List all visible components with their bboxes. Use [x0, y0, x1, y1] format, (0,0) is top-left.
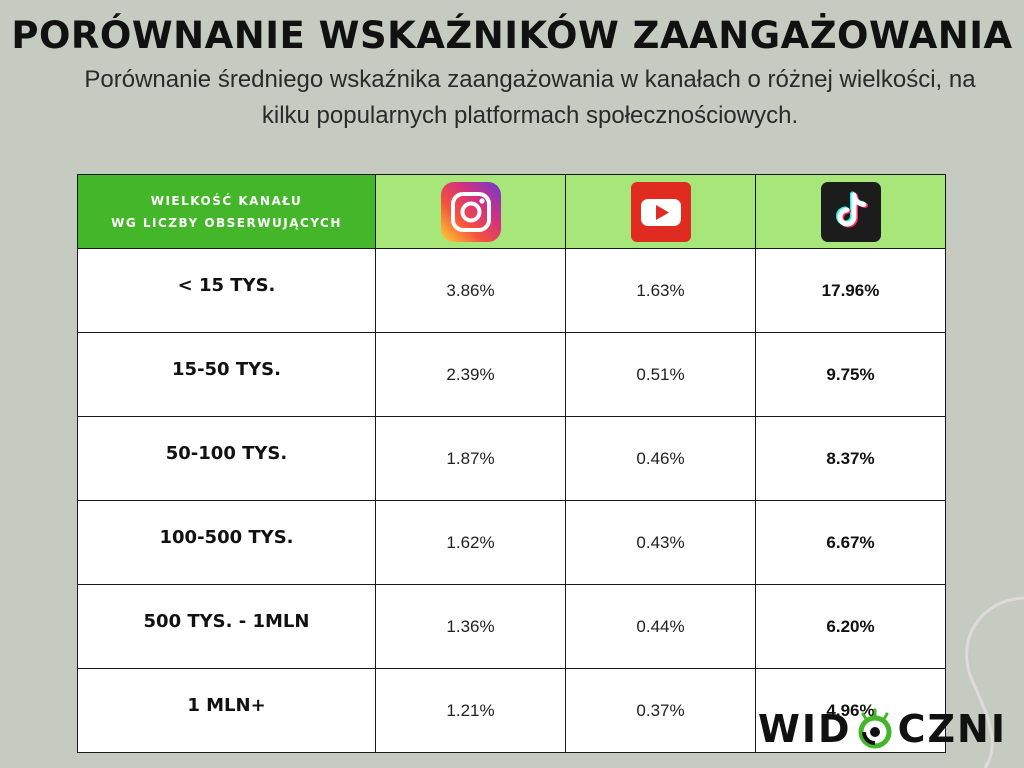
- table-row: < 15 tys. 3.86% 1.63% 17.96%: [77, 248, 946, 333]
- logo-text-left: WID: [758, 707, 852, 751]
- table-row: 500 tys. - 1mln 1.36% 0.44% 6.20%: [77, 584, 946, 669]
- tiktok-rate: 9.75%: [755, 332, 946, 417]
- tiktok-icon: [820, 181, 881, 242]
- instagram-rate: 1.36%: [375, 584, 566, 669]
- youtube-rate: 0.44%: [565, 584, 756, 669]
- engagement-table: Wielkość kanału wg liczby obserwujących: [77, 174, 946, 753]
- channel-size-header-line1: Wielkość kanału: [150, 193, 303, 208]
- row-label: 50-100 tys.: [77, 416, 376, 501]
- instagram-icon: [440, 181, 501, 242]
- youtube-rate: 0.43%: [565, 500, 756, 585]
- instagram-rate: 1.87%: [375, 416, 566, 501]
- platform-header-tiktok: [755, 174, 946, 249]
- tiktok-rate: 17.96%: [755, 248, 946, 333]
- row-label: < 15 tys.: [77, 248, 376, 333]
- table-row: 50-100 tys. 1.87% 0.46% 8.37%: [77, 416, 946, 501]
- instagram-rate: 1.62%: [375, 500, 566, 585]
- tiktok-rate: 6.67%: [755, 500, 946, 585]
- logo-text-right: CZNI: [897, 707, 1007, 751]
- youtube-icon: [630, 181, 691, 242]
- instagram-rate: 3.86%: [375, 248, 566, 333]
- table-row: 1 mln+ 1.21% 0.37% 4.96%: [77, 668, 946, 753]
- row-label: 100-500 tys.: [77, 500, 376, 585]
- page-subtitle: Porównanie średniego wskaźnika zaangażow…: [84, 66, 976, 129]
- eye-logo-icon: [858, 708, 892, 749]
- youtube-rate: 0.46%: [565, 416, 756, 501]
- row-label: 500 tys. - 1mln: [77, 584, 376, 669]
- channel-size-header: Wielkość kanału wg liczby obserwujących: [77, 174, 376, 249]
- youtube-rate: 1.63%: [565, 248, 756, 333]
- tiktok-rate: 8.37%: [755, 416, 946, 501]
- table-row: 100-500 tys. 1.62% 0.43% 6.67%: [77, 500, 946, 585]
- platform-header-youtube: [565, 174, 756, 249]
- instagram-rate: 1.21%: [375, 668, 566, 753]
- tiktok-rate: 6.20%: [755, 584, 946, 669]
- youtube-rate: 0.51%: [565, 332, 756, 417]
- table-header-row: Wielkość kanału wg liczby obserwujących: [77, 174, 946, 249]
- row-label: 15-50 tys.: [77, 332, 376, 417]
- instagram-rate: 2.39%: [375, 332, 566, 417]
- widoczni-logo: WID CZNI: [758, 704, 1007, 754]
- row-label: 1 mln+: [77, 668, 376, 753]
- page-title: Porównanie wskaźników zaangażowania: [11, 14, 1013, 57]
- platform-header-instagram: [375, 174, 566, 249]
- channel-size-header-line2: wg liczby obserwujących: [111, 215, 342, 230]
- table-row: 15-50 tys. 2.39% 0.51% 9.75%: [77, 332, 946, 417]
- youtube-rate: 0.37%: [565, 668, 756, 753]
- tiktok-rate: 4.96%: [755, 668, 946, 753]
